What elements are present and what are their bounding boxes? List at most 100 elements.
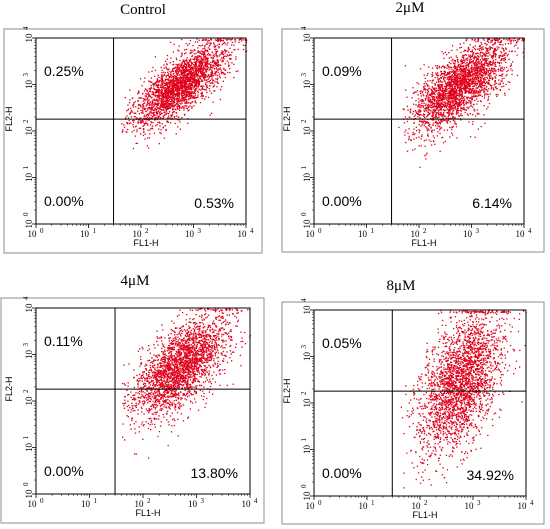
event-dot [460,101,462,103]
event-dot [441,84,443,86]
event-dot [505,83,507,86]
event-dot [157,104,159,106]
event-dot [497,41,499,43]
event-dot [449,83,451,85]
event-dot [183,60,185,63]
event-dot [412,131,414,134]
event-dot [460,79,462,81]
event-dot [164,103,166,105]
event-dot [456,77,458,80]
event-dot [186,80,188,82]
event-dot [499,89,502,92]
event-dot [483,68,485,70]
event-dot [496,46,498,48]
event-dot [160,79,162,81]
event-dot [421,92,423,94]
event-dot [182,60,185,62]
event-dot [213,55,215,57]
event-dot [217,59,219,62]
event-dot [460,64,462,66]
event-dot [453,80,455,82]
event-dot [506,70,508,73]
event-dot [209,67,211,69]
event-dot [176,99,179,101]
event-dot [485,44,488,46]
event-dot [478,94,480,96]
event-dot [453,59,455,62]
event-dot [483,91,485,93]
event-dot [163,90,166,92]
quadrant-lower-left-pct: 0.00% [44,193,84,209]
event-dot [197,81,199,83]
event-dot [190,66,192,69]
event-dot [473,78,475,80]
event-dot [171,117,173,119]
event-dot [142,105,144,108]
y-tick-label: 10 [24,33,34,43]
event-dot [167,90,169,92]
event-dot [442,114,444,116]
event-dot [189,82,191,85]
event-dot [182,79,184,81]
event-dot [462,68,464,71]
event-dot [462,80,464,82]
event-dot [432,112,434,114]
event-dot [181,80,184,82]
event-dot [436,123,438,125]
event-dot [197,76,199,78]
event-dot [190,88,192,90]
event-dot [144,114,146,116]
event-dot [422,90,424,93]
event-dot [184,79,186,82]
event-dot [436,109,438,111]
event-dot [448,100,450,102]
event-dot [205,43,207,45]
event-dot [197,51,199,53]
event-dot [219,40,222,42]
event-dot [474,84,476,86]
event-dot [457,64,460,66]
event-dot [215,54,217,57]
event-dot [223,73,225,76]
event-dot [442,136,444,139]
event-dot [171,84,173,86]
event-dot [209,79,211,82]
event-dot [194,62,196,64]
event-dot [503,38,505,40]
event-dot [159,116,162,119]
event-dot [173,82,175,84]
event-dot [458,64,460,66]
event-dot [177,87,179,89]
event-dot [194,57,196,59]
event-dot [161,77,164,79]
event-dot [434,100,436,102]
event-dot [476,64,478,66]
event-dot [168,73,170,75]
event-dot [495,93,497,96]
event-dot [498,62,501,65]
event-dot [450,89,452,91]
event-dot [467,82,469,84]
event-dot [175,133,177,135]
event-dot [201,79,203,81]
event-dot [481,48,483,51]
event-dot [494,40,497,42]
event-dot [207,52,210,55]
event-dot [168,100,170,102]
event-dot [439,86,441,88]
event-dot [439,132,441,135]
event-dot [475,72,478,74]
x-tick-exponent: 4 [250,227,254,235]
event-dot [177,103,179,105]
event-dot [450,96,452,98]
event-dot [510,40,512,42]
event-dot [148,147,150,149]
event-dot [228,65,230,67]
event-dot [451,75,453,77]
event-dot [497,62,499,64]
panel-title-control: Control [120,2,166,18]
event-dot [420,90,422,92]
event-dot [494,81,496,83]
event-dot [492,61,494,63]
event-dot [489,48,491,50]
